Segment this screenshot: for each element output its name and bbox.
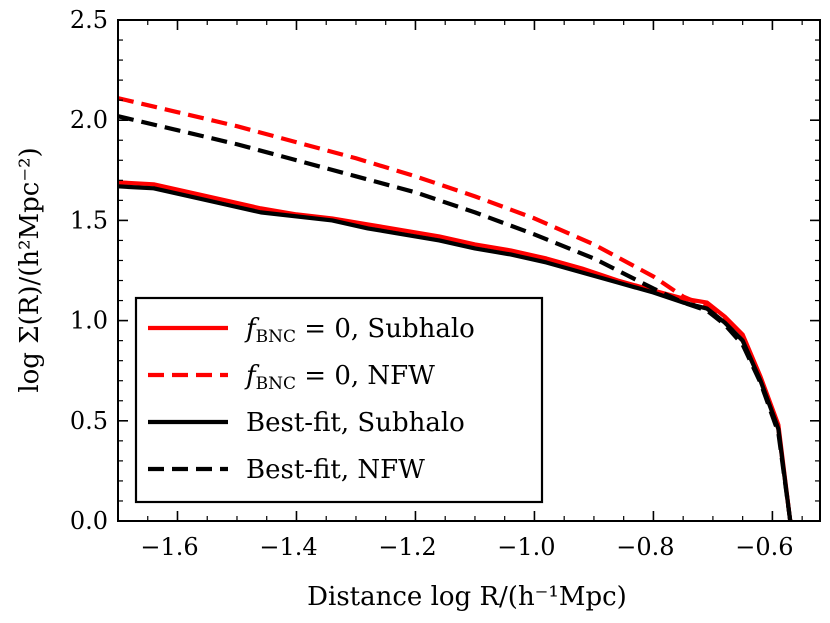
series-layer bbox=[118, 96, 793, 521]
legend-label-1: fBNC = 0, Subhalo bbox=[244, 314, 475, 347]
y-tick-label: 1.5 bbox=[70, 206, 108, 234]
y-tick-label: 2.5 bbox=[70, 6, 108, 34]
x-tick-label: −0.6 bbox=[735, 533, 793, 561]
y-axis-label: log Σ(R)/(h²Mpc⁻²) bbox=[15, 147, 45, 392]
x-axis-label: Distance log R/(h⁻¹Mpc) bbox=[307, 582, 627, 612]
y-tick-label: 0.0 bbox=[70, 507, 108, 535]
x-tick-label: −1.2 bbox=[378, 533, 436, 561]
x-tick-label: −1.0 bbox=[497, 533, 555, 561]
x-tick-label: −0.8 bbox=[616, 533, 674, 561]
legend-label-2: fBNC = 0, NFW bbox=[244, 361, 435, 394]
legend-label-4: Best-fit, NFW bbox=[246, 455, 425, 485]
legend: fBNC = 0, Subhalo fBNC = 0, NFW Best-fit, … bbox=[134, 296, 544, 504]
x-tick-label: −1.6 bbox=[140, 533, 198, 561]
y-tick-label: 2.0 bbox=[70, 106, 108, 134]
x-tick-label: −1.4 bbox=[259, 533, 317, 561]
axes-layer: −1.6 −1.4 −1.2 −1.0 −0.8 −0.6 0.0 0.5 1.0 1.5 2.0 2… bbox=[70, 6, 821, 561]
series-line-4 bbox=[118, 114, 793, 521]
y-tick-label: 1.0 bbox=[70, 307, 108, 335]
series-line-1 bbox=[118, 180, 793, 521]
legend-label-3: Best-fit, Subhalo bbox=[246, 408, 465, 438]
plot-frame bbox=[117, 19, 821, 522]
y-tick-label: 0.5 bbox=[70, 407, 108, 435]
